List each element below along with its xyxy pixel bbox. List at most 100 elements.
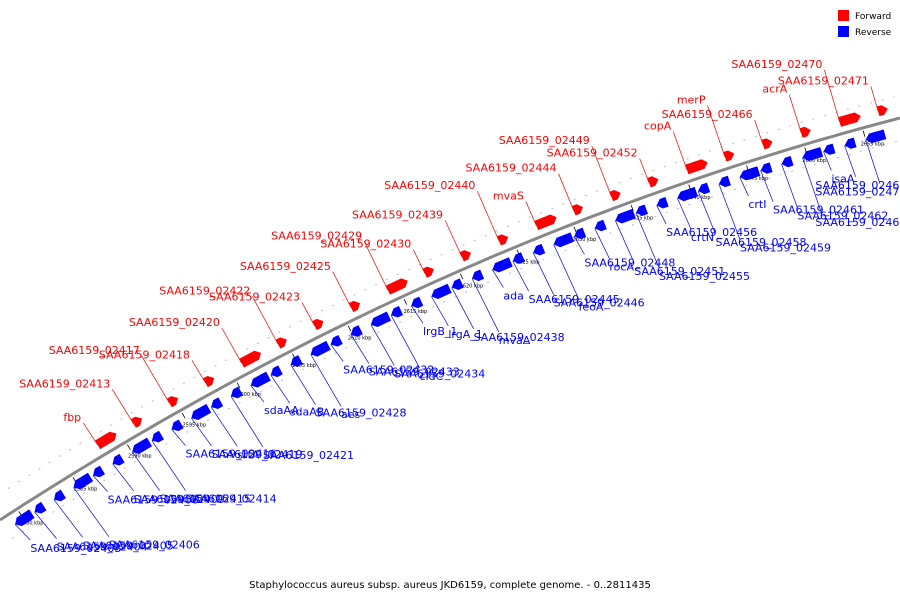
gene-arrow[interactable] <box>497 232 510 246</box>
gene-arrow[interactable] <box>312 317 325 331</box>
reverse-gene[interactable]: crtN <box>676 186 714 244</box>
gene-arrow[interactable] <box>614 208 636 225</box>
reverse-gene[interactable]: SAA6159_02438 <box>450 278 565 344</box>
forward-gene[interactable]: SAA6159_02466 <box>662 108 774 150</box>
gene-arrow[interactable] <box>634 204 649 217</box>
reverse-gene[interactable]: SAA6159_02472 <box>815 129 900 199</box>
forward-gene[interactable]: fbp <box>63 411 119 450</box>
gene-arrow[interactable] <box>229 386 244 401</box>
reverse-gene[interactable]: sdaAA <box>248 371 299 418</box>
gene-arrow[interactable] <box>676 186 698 203</box>
reverse-gene[interactable]: SAA6159_02459 <box>717 175 831 255</box>
gene-arrow[interactable] <box>248 371 271 390</box>
reverse-gene[interactable]: SAA6159_02404 <box>32 501 148 554</box>
forward-gene[interactable]: SAA6159_02417 <box>49 344 181 408</box>
forward-gene[interactable]: copA <box>644 120 709 175</box>
gene-arrow[interactable] <box>838 111 862 127</box>
reverse-gene[interactable]: SAA6159_02409 <box>110 453 225 506</box>
reverse-gene[interactable]: SAA6159_02456 <box>655 197 757 239</box>
reverse-gene[interactable]: SAA6159_02463 <box>801 147 900 229</box>
gene-arrow[interactable] <box>822 143 836 157</box>
gene-arrow[interactable] <box>552 232 575 249</box>
forward-gene[interactable]: acrA <box>762 83 812 138</box>
gene-arrow[interactable] <box>209 397 224 411</box>
forward-gene[interactable]: SAA6159_02425 <box>240 260 362 313</box>
reverse-gene[interactable]: SAA6159_02414 <box>149 430 277 506</box>
gene-arrow[interactable] <box>71 472 94 492</box>
gene-arrow[interactable] <box>723 149 736 162</box>
gene-arrow[interactable] <box>759 162 773 175</box>
gene-arrow[interactable] <box>864 129 887 144</box>
gene-arrow[interactable] <box>275 335 289 349</box>
reverse-gene[interactable]: SAA6159_02406 <box>71 472 200 552</box>
reverse-gene[interactable]: SAA6159_02408 <box>90 465 199 507</box>
reverse-gene[interactable]: srtA <box>209 397 260 461</box>
gene-arrow[interactable] <box>780 155 794 169</box>
gene-arrow[interactable] <box>450 278 464 292</box>
reverse-gene[interactable]: feoA <box>552 232 604 314</box>
gene-arrow[interactable] <box>511 252 525 265</box>
gene-arrow[interactable] <box>761 137 774 150</box>
gene-arrow[interactable] <box>534 213 558 231</box>
reverse-gene[interactable]: SAA6159_02428 <box>288 355 406 420</box>
gene-arrow[interactable] <box>328 334 343 349</box>
gene-arrow[interactable] <box>203 374 217 388</box>
reverse-gene[interactable]: ada <box>490 257 524 302</box>
forward-gene[interactable]: mvaS <box>493 190 559 231</box>
reverse-gene[interactable]: isaA <box>822 143 855 186</box>
gene-arrow[interactable] <box>717 175 731 189</box>
reverse-gene[interactable]: SAA6159_02446 <box>531 243 645 310</box>
gene-arrow[interactable] <box>572 227 587 241</box>
reverse-gene[interactable]: aes <box>308 340 360 421</box>
gene-arrow[interactable] <box>738 166 761 182</box>
gene-arrow[interactable] <box>369 311 392 330</box>
reverse-gene[interactable]: SAA6159_02415 <box>130 437 251 506</box>
gene-arrow[interactable] <box>422 265 436 278</box>
gene-arrow[interactable] <box>308 340 331 359</box>
forward-gene[interactable]: SAA6159_02420 <box>129 316 264 368</box>
forward-gene[interactable]: SAA6159_02439 <box>352 208 473 262</box>
gene-arrow[interactable] <box>389 305 404 320</box>
forward-gene[interactable]: SAA6159_02429 <box>271 229 410 295</box>
reverse-gene[interactable]: SAA6159_02445 <box>511 252 620 306</box>
gene-arrow[interactable] <box>647 175 660 188</box>
gene-arrow[interactable] <box>531 243 546 257</box>
gene-arrow[interactable] <box>51 489 66 504</box>
gene-arrow[interactable] <box>801 147 824 162</box>
forward-gene[interactable]: SAA6159_02449 <box>499 134 623 202</box>
gene-arrow[interactable] <box>95 429 119 450</box>
gene-arrow[interactable] <box>166 394 181 408</box>
reverse-gene[interactable]: lrgB_1 <box>409 296 457 339</box>
reverse-gene[interactable]: sdaAB <box>268 365 324 418</box>
reverse-gene[interactable]: SAA6159_02432 <box>328 334 434 376</box>
gene-arrow[interactable] <box>32 501 47 516</box>
gene-arrow[interactable] <box>239 348 263 368</box>
gene-arrow[interactable] <box>429 283 452 301</box>
reverse-gene[interactable]: SAA6159_02458 <box>697 182 807 249</box>
reverse-gene[interactable]: SAA6159_02433 <box>349 325 460 378</box>
forward-gene[interactable]: merP <box>677 94 736 162</box>
forward-gene[interactable]: SAA6159_02444 <box>466 162 585 216</box>
gene-arrow[interactable] <box>12 509 35 528</box>
reverse-gene[interactable]: SAA6159_02416 <box>169 419 277 461</box>
gene-arrow[interactable] <box>470 269 485 284</box>
gene-arrow[interactable] <box>385 276 410 295</box>
forward-gene[interactable]: SAA6159_02422 <box>159 284 289 349</box>
forward-gene[interactable]: SAA6159_02440 <box>384 179 510 246</box>
gene-arrow[interactable] <box>348 299 362 313</box>
gene-arrow[interactable] <box>571 202 585 216</box>
reverse-gene[interactable]: mvaA <box>470 269 531 347</box>
gene-arrow[interactable] <box>697 182 711 196</box>
reverse-gene[interactable]: SAA6159_02451 <box>614 208 726 278</box>
gene-arrow[interactable] <box>189 403 212 423</box>
reverse-gene[interactable]: SAA6159_02405 <box>51 489 174 553</box>
forward-gene[interactable]: SAA6159_02418 <box>99 348 217 388</box>
forward-gene[interactable]: SAA6159_02423 <box>209 291 326 331</box>
forward-gene[interactable]: SAA6159_02471 <box>778 74 889 117</box>
gene-arrow[interactable] <box>130 414 145 428</box>
forward-gene[interactable]: SAA6159_02430 <box>320 238 436 278</box>
reverse-gene[interactable]: SAA6159_02434 <box>369 311 486 381</box>
reverse-gene[interactable]: cidC <box>389 305 444 383</box>
gene-arrow[interactable] <box>349 325 363 339</box>
gene-arrow[interactable] <box>110 453 125 468</box>
